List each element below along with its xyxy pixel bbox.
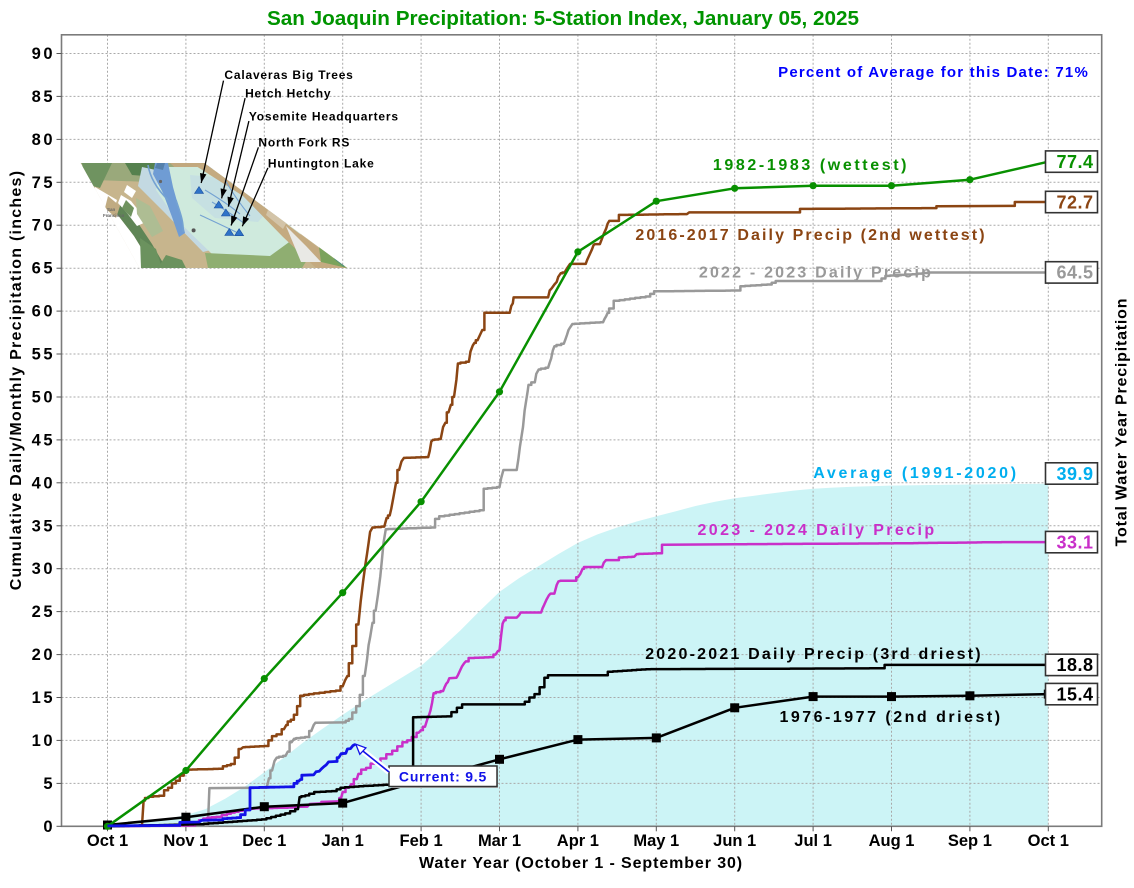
svg-text:2020-2021 Daily Precip (3rd dr: 2020-2021 Daily Precip (3rd driest) [645,646,983,663]
svg-text:Francisco: Francisco [103,213,125,218]
svg-text:25: 25 [32,603,55,621]
svg-text:90: 90 [32,45,55,63]
svg-text:Total Water Year Precipitation: Total Water Year Precipitation [1114,298,1131,547]
svg-text:Feb 1: Feb 1 [400,832,443,850]
svg-text:Current: 9.5: Current: 9.5 [399,769,487,785]
svg-text:Cumulative Daily/Monthly Preci: Cumulative Daily/Monthly Precipitation (… [8,170,25,591]
svg-text:Oct 1: Oct 1 [87,832,128,850]
svg-text:33.1: 33.1 [1056,532,1093,552]
svg-text:Jun 1: Jun 1 [713,832,756,850]
svg-text:15: 15 [32,689,55,707]
svg-text:Dec 1: Dec 1 [242,832,286,850]
svg-text:60: 60 [32,303,55,321]
svg-text:30: 30 [32,560,55,578]
svg-text:Percent of Average for this Da: Percent of Average for this Date: 71% [778,64,1089,81]
svg-text:Aug 1: Aug 1 [869,832,915,850]
svg-text:Mar 1: Mar 1 [478,832,521,850]
svg-text:Yosemite Headquarters: Yosemite Headquarters [249,109,399,123]
svg-text:2022 - 2023 Daily Precip: 2022 - 2023 Daily Precip [699,265,933,282]
svg-text:San: San [107,207,116,212]
svg-text:72.7: 72.7 [1056,192,1093,212]
svg-text:San Joaquin Precipitation: 5-S: San Joaquin Precipitation: 5-Station Ind… [267,7,859,30]
svg-text:Huntington Lake: Huntington Lake [268,156,375,170]
svg-text:0: 0 [43,818,55,836]
svg-text:Apr 1: Apr 1 [557,832,599,850]
svg-text:Water Year (October 1 - Septem: Water Year (October 1 - September 30) [419,855,743,872]
svg-text:64.5: 64.5 [1056,263,1093,283]
svg-text:40: 40 [32,474,55,492]
svg-text:North Fork RS: North Fork RS [258,136,350,150]
svg-text:55: 55 [32,346,55,364]
svg-text:Jul 1: Jul 1 [794,832,832,850]
svg-text:1976-1977 (2nd driest): 1976-1977 (2nd driest) [779,709,1002,726]
svg-text:70: 70 [32,217,55,235]
svg-text:65: 65 [32,260,55,278]
svg-text:77.4: 77.4 [1056,152,1093,172]
svg-text:1982-1983 (wettest): 1982-1983 (wettest) [713,157,909,174]
svg-text:2016-2017 Daily Precip (2nd we: 2016-2017 Daily Precip (2nd wettest) [635,227,986,244]
svg-text:10: 10 [32,732,55,750]
svg-text:39.9: 39.9 [1056,464,1093,484]
svg-text:2023 - 2024 Daily Precip: 2023 - 2024 Daily Precip [697,522,936,539]
svg-text:Calaveras Big Trees: Calaveras Big Trees [224,68,353,82]
svg-text:Average (1991-2020): Average (1991-2020) [813,465,1018,482]
svg-text:Jan 1: Jan 1 [322,832,364,850]
svg-text:75: 75 [32,174,55,192]
svg-text:80: 80 [32,131,55,149]
svg-text:Nov 1: Nov 1 [163,832,208,850]
svg-text:Sep 1: Sep 1 [948,832,992,850]
svg-text:45: 45 [32,431,55,449]
svg-text:5: 5 [43,775,55,793]
svg-text:35: 35 [32,517,55,535]
svg-text:Oct 1: Oct 1 [1028,832,1069,850]
svg-text:50: 50 [32,389,55,407]
svg-text:May 1: May 1 [633,832,679,850]
svg-text:Hetch Hetchy: Hetch Hetchy [245,87,331,101]
svg-text:20: 20 [32,646,55,664]
svg-text:18.8: 18.8 [1056,655,1093,675]
svg-text:15.4: 15.4 [1056,684,1093,704]
svg-text:85: 85 [32,88,55,106]
